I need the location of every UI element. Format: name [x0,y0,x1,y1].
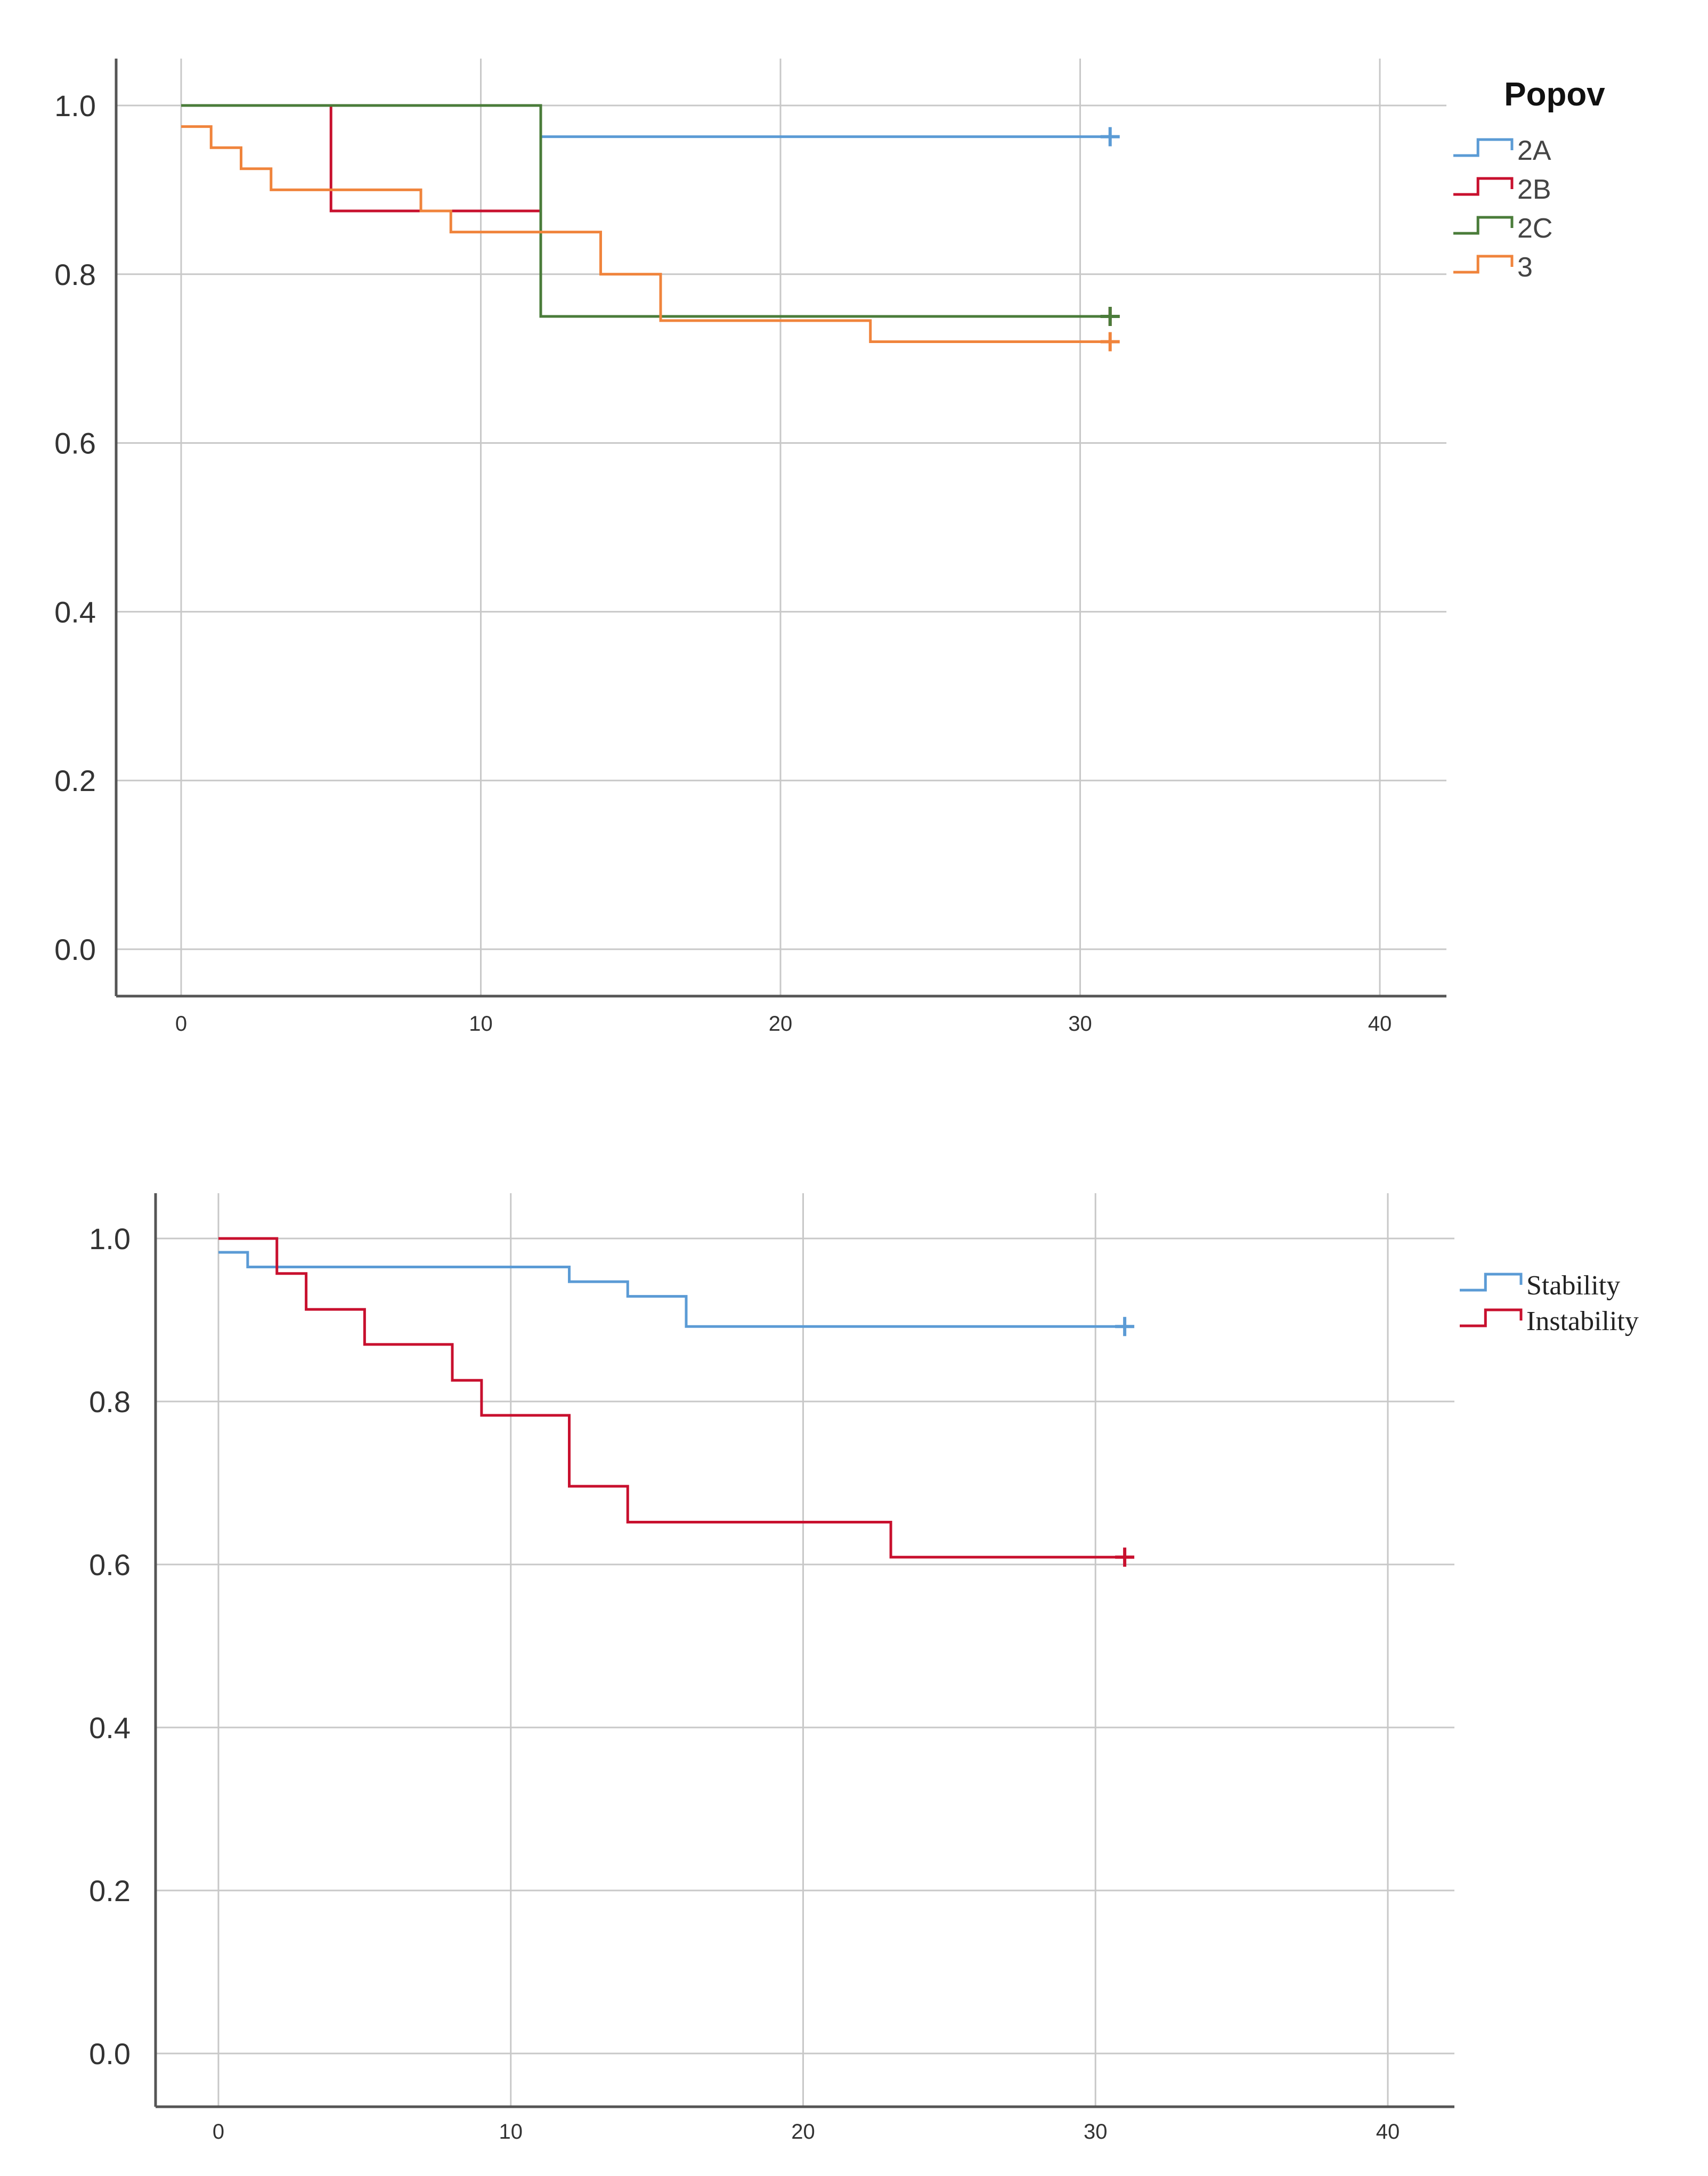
series-line-3 [181,125,1110,344]
x-tick-label: 40 [1376,2120,1400,2144]
x-tick-label: 20 [769,1012,793,1036]
series-line-2c [181,104,1110,318]
y-tick-label: 0.2 [89,1874,131,1908]
series-line-instability [218,1237,1125,1559]
legend-label-3: 3 [1517,252,1533,283]
y-tick-label: 0.4 [54,595,96,629]
x-tick-label: 30 [1084,2120,1108,2144]
x-tick-label: 10 [499,2120,523,2144]
x-tick-label: 20 [791,2120,815,2144]
y-tick-label: 0.0 [89,2037,131,2071]
y-tick-label: 0.0 [54,933,96,966]
legend-swatch-2a [1453,138,1514,157]
legend: Stability Instability [1460,1270,1639,1336]
series-line-2a [181,104,1110,138]
x-tick-label: 0 [213,2120,224,2144]
gridlines [156,1193,1454,2107]
x-tick-label: 30 [1068,1012,1092,1036]
y-tick-label: 0.6 [89,1548,131,1582]
x-tick-label: 40 [1368,1012,1392,1036]
y-tick-label: 0.8 [54,258,96,291]
series-line-stability [218,1251,1125,1328]
popov-km-chart: 0.0 0.2 0.4 0.6 0.8 1.0 0 10 20 30 40 Popov 2A 2B 2C 3 [54,59,1605,1036]
x-tick-label: 0 [175,1012,187,1036]
legend-swatch-2b [1453,177,1514,196]
legend-swatch-2c [1453,216,1514,235]
gridlines [116,59,1446,996]
legend-swatch-instability [1460,1308,1523,1327]
legend-swatch-stability [1460,1273,1523,1292]
y-tick-label: 0.2 [54,764,96,797]
stability-km-chart: 0.0 0.2 0.4 0.6 0.8 1.0 0 10 20 30 40 Stability Inst… [89,1193,1639,2144]
y-tick-label: 0.8 [89,1385,131,1419]
y-tick-label: 1.0 [54,89,96,123]
legend-label-2a: 2A [1517,135,1551,166]
legend-label-2b: 2B [1517,174,1551,205]
legend-label-2c: 2C [1517,213,1552,244]
censor-mark-stability [1115,1317,1135,1336]
censor-mark-2a [1100,127,1120,146]
legend-title: Popov [1504,76,1605,113]
censor-mark-3 [1100,332,1120,352]
x-tick-label: 10 [469,1012,493,1036]
legend-swatch-3 [1453,255,1514,274]
legend-label-instability: Instability [1526,1306,1639,1336]
legend: Popov 2A 2B 2C 3 [1453,76,1605,283]
censor-mark-instability [1115,1547,1135,1567]
y-tick-label: 0.6 [54,427,96,460]
censor-mark-2c [1100,307,1120,326]
legend-label-stability: Stability [1526,1270,1620,1301]
y-tick-label: 0.4 [89,1711,131,1745]
y-tick-label: 1.0 [89,1222,131,1256]
